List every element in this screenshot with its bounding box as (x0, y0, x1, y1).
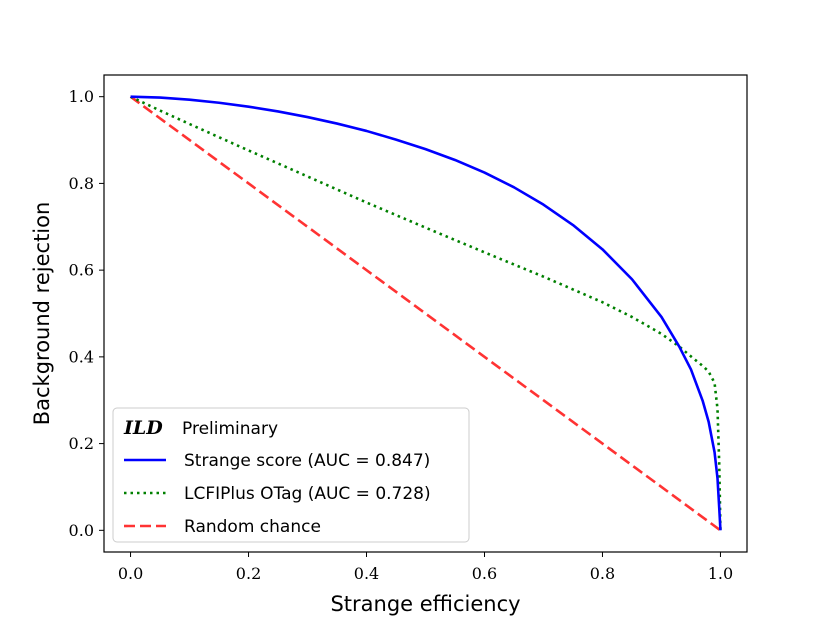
x-tick-label: 1.0 (708, 564, 733, 583)
legend-entries: Strange score (AUC = 0.847) LCFIPlus OTag… (124, 451, 431, 537)
x-axis-label: Strange efficiency (330, 592, 520, 616)
y-tick-label: 0.0 (69, 521, 94, 540)
x-tick-label: 0.2 (236, 564, 261, 583)
y-tick-label: 0.4 (69, 347, 94, 366)
plot-series-group (129, 95, 722, 532)
y-tick-label: 1.0 (69, 87, 94, 106)
y-tick-label: 0.2 (69, 434, 94, 453)
series-line-strange-score-auc-0-847 (130, 95, 722, 531)
x-tick-label: 0.6 (472, 564, 497, 583)
y-tick-label: 0.6 (69, 261, 94, 280)
x-tick-label: 0.4 (354, 564, 379, 583)
series-line-random-chance (129, 95, 722, 532)
y-axis-ticks: 0.0 0.2 0.4 0.6 0.8 1.0 (69, 87, 104, 540)
legend-box (112, 407, 470, 543)
legend: ILD Preliminary Strange score (AUC = 0.8… (112, 407, 470, 543)
x-tick-label: 0.0 (118, 564, 143, 583)
plot-frame (103, 74, 748, 553)
x-tick-label: 0.8 (590, 564, 615, 583)
legend-title-bold: ILD (123, 417, 163, 439)
legend-label-random-chance: Random chance (184, 517, 321, 537)
legend-label-lcfiplus-otag-auc-0-728: LCFIPlus OTag (AUC = 0.728) (184, 484, 431, 504)
x-axis-ticks: 0.0 0.2 0.4 0.6 0.8 1.0 (118, 552, 733, 583)
y-axis-label: Background rejection (30, 202, 54, 426)
y-tick-label: 0.8 (69, 174, 94, 193)
legend-title-rest: Preliminary (182, 419, 278, 439)
legend-label-strange-score-auc-0-847: Strange score (AUC = 0.847) (184, 451, 430, 471)
